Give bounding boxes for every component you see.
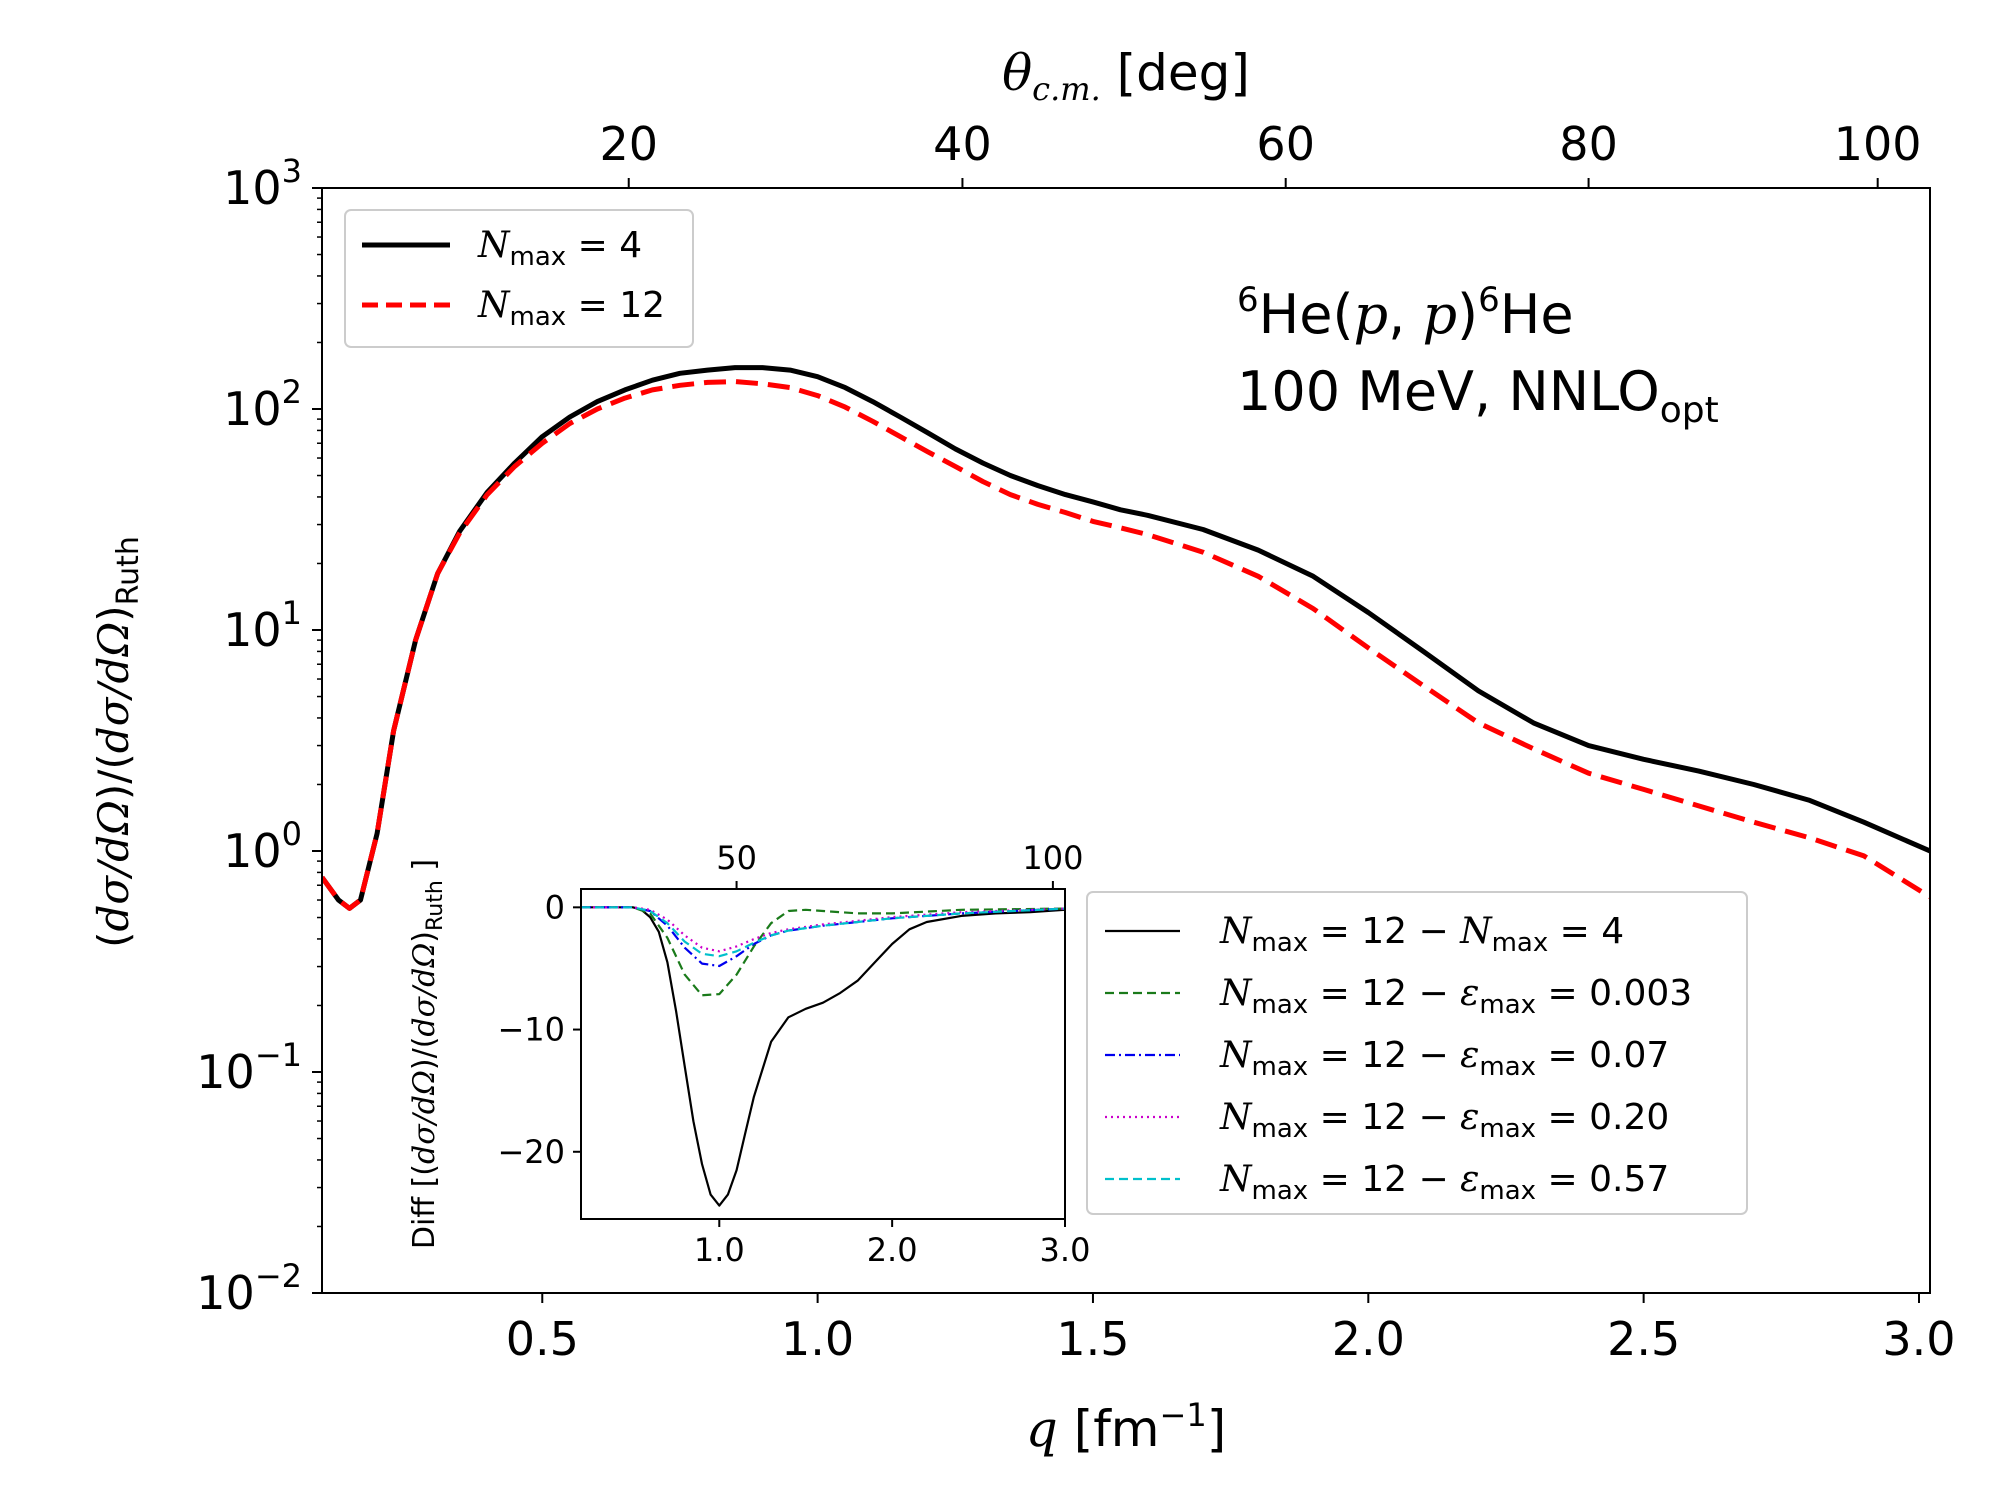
legend-label: Nmax = 4 <box>477 225 642 272</box>
inset-legend-label: Nmax = 12 − εmax = 0.57 <box>1219 1159 1669 1206</box>
inset-series-line-1 <box>581 906 1065 997</box>
inset-legend-label: Nmax = 12 − Nmax = 4 <box>1219 911 1624 958</box>
y-axis-title: (dσ/dΩ)/(dσ/dΩ)Ruth <box>89 536 146 948</box>
inset-axes: 1.0 2.0 3.0 50 100 0 −10 −20 <box>497 839 1090 1269</box>
x-tick-label: 0.5 <box>506 1312 579 1366</box>
inset-y-tick-label: −10 <box>497 1011 565 1049</box>
x-tick-label: 2.0 <box>1332 1312 1405 1366</box>
x-tick-label: 1.5 <box>1056 1312 1129 1366</box>
top-x-axis-title: θc.m. [deg] <box>1002 44 1250 108</box>
inset-plot-lines <box>581 906 1065 1207</box>
main-axes: 0.5 1.0 1.5 2.0 2.5 3.0 20 40 60 80 100 103 102 101 10… <box>196 117 1955 1366</box>
y-tick-label: 103 <box>223 152 302 215</box>
top-x-tick-label: 60 <box>1256 117 1315 171</box>
inset-y-tick-label: −20 <box>497 1133 565 1171</box>
top-x-tick-label: 20 <box>599 117 658 171</box>
inset-legend-label: Nmax = 12 − εmax = 0.20 <box>1219 1097 1669 1144</box>
inset-top-tick-label: 50 <box>716 839 757 877</box>
top-x-tick-label: 80 <box>1559 117 1618 171</box>
series-line-0 <box>322 365 1930 911</box>
inset-x-tick-label: 3.0 <box>1040 1231 1091 1269</box>
legend-label: Nmax = 12 <box>477 285 665 332</box>
inset-y-tick-label: 0 <box>545 888 565 926</box>
inset-legend-label: Nmax = 12 − εmax = 0.003 <box>1219 973 1692 1020</box>
svg-text:Diff [(dσ/dΩ)/(dσ/dΩ)Ruth ]: Diff [(dσ/dΩ)/(dσ/dΩ)Ruth ] <box>407 859 448 1249</box>
y-tick-label: 102 <box>223 373 302 436</box>
inset-y-axis-title: Diff [(dσ/dΩ)/(dσ/dΩ)Ruth ] <box>407 859 448 1249</box>
inset-plot-frame <box>580 888 1066 1220</box>
inset-legend: Nmax = 12 − Nmax = 4 Nmax = 12 − εmax = 0… <box>1086 891 1748 1215</box>
reaction-label: 6He(p, p)6He <box>1237 280 1574 346</box>
inset-x-tick-label: 2.0 <box>867 1231 918 1269</box>
x-tick-label: 2.5 <box>1607 1312 1680 1366</box>
inset-background <box>581 889 1065 1219</box>
y-tick-label: 10−2 <box>196 1257 302 1320</box>
series-line-1 <box>322 379 1930 911</box>
main-plot-frame <box>321 187 1931 1294</box>
x-axis-title: q [fm−1] <box>1026 1396 1226 1458</box>
inset-legend-label: Nmax = 12 − εmax = 0.07 <box>1219 1035 1669 1082</box>
svg-text:(dσ/dΩ)/(dσ/dΩ)Ruth: (dσ/dΩ)/(dσ/dΩ)Ruth <box>89 536 146 948</box>
inset-x-tick-label: 1.0 <box>694 1231 745 1269</box>
inset-top-tick-label: 100 <box>1022 839 1083 877</box>
top-x-tick-label: 40 <box>933 117 992 171</box>
top-x-tick-label: 100 <box>1834 117 1922 171</box>
inset-series-line-0 <box>581 906 1065 1207</box>
x-tick-label: 3.0 <box>1882 1312 1955 1366</box>
main-plot-lines <box>322 365 1930 911</box>
energy-label: 100 MeV, NNLOopt <box>1237 360 1719 431</box>
y-tick-label: 101 <box>223 594 302 657</box>
y-tick-label: 100 <box>223 815 302 878</box>
y-tick-label: 10−1 <box>196 1036 302 1099</box>
main-legend: Nmax = 4 Nmax = 12 <box>344 209 694 348</box>
x-tick-label: 1.0 <box>781 1312 854 1366</box>
inset-series-line-4 <box>581 906 1065 958</box>
inset-series-line-3 <box>581 906 1065 953</box>
